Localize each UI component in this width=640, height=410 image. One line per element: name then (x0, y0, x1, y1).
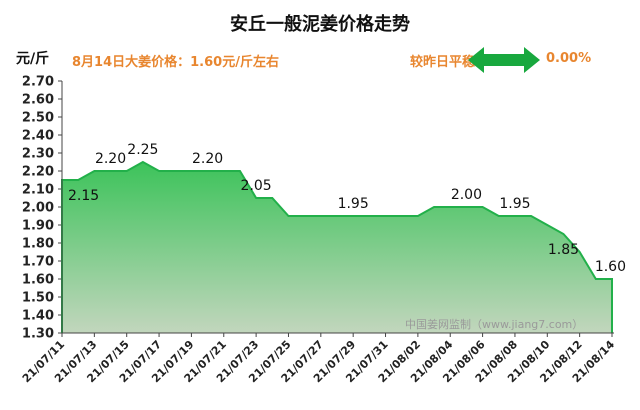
watermark: 中国姜网监制（www.jiang7.com） (405, 317, 583, 331)
y-tick-label: 2.60 (22, 93, 54, 108)
price-area (62, 162, 612, 333)
y-tick-label: 1.70 (22, 255, 54, 270)
data-label: 2.05 (241, 178, 272, 194)
chart-title: 安丘一般泥姜价格走势 (230, 14, 410, 35)
data-label: 2.20 (95, 151, 126, 167)
y-tick-label: 2.00 (22, 201, 54, 216)
today-price-text: 8月14日大姜价格：1.60元/斤左右 (72, 55, 279, 70)
data-label: 1.95 (338, 196, 369, 212)
data-label: 2.00 (451, 187, 482, 203)
y-tick-label: 1.50 (22, 291, 54, 306)
data-label: 1.60 (595, 259, 626, 275)
y-unit-label: 元/斤 (16, 51, 50, 67)
data-label: 2.25 (127, 142, 158, 158)
y-tick-label: 2.50 (22, 111, 54, 126)
data-label: 1.85 (548, 242, 579, 258)
data-label: 1.95 (499, 196, 530, 212)
double-arrow-icon (468, 47, 540, 73)
y-tick-label: 2.20 (22, 165, 54, 180)
y-tick-label: 2.70 (22, 75, 54, 90)
y-tick-label: 1.80 (22, 237, 54, 252)
data-label: 2.15 (68, 188, 99, 204)
compare-value: 0.00% (546, 51, 592, 66)
y-tick-label: 2.40 (22, 129, 54, 144)
y-tick-label: 1.40 (22, 309, 54, 324)
compare-label: 较昨日平稳 (410, 55, 476, 70)
y-tick-label: 2.10 (22, 183, 54, 198)
y-tick-label: 1.90 (22, 219, 54, 234)
price-line-series (61, 160, 613, 333)
data-label: 2.20 (192, 151, 223, 167)
y-tick-label: 2.30 (22, 147, 54, 162)
y-tick-label: 1.30 (22, 327, 54, 342)
y-tick-label: 1.60 (22, 273, 54, 288)
